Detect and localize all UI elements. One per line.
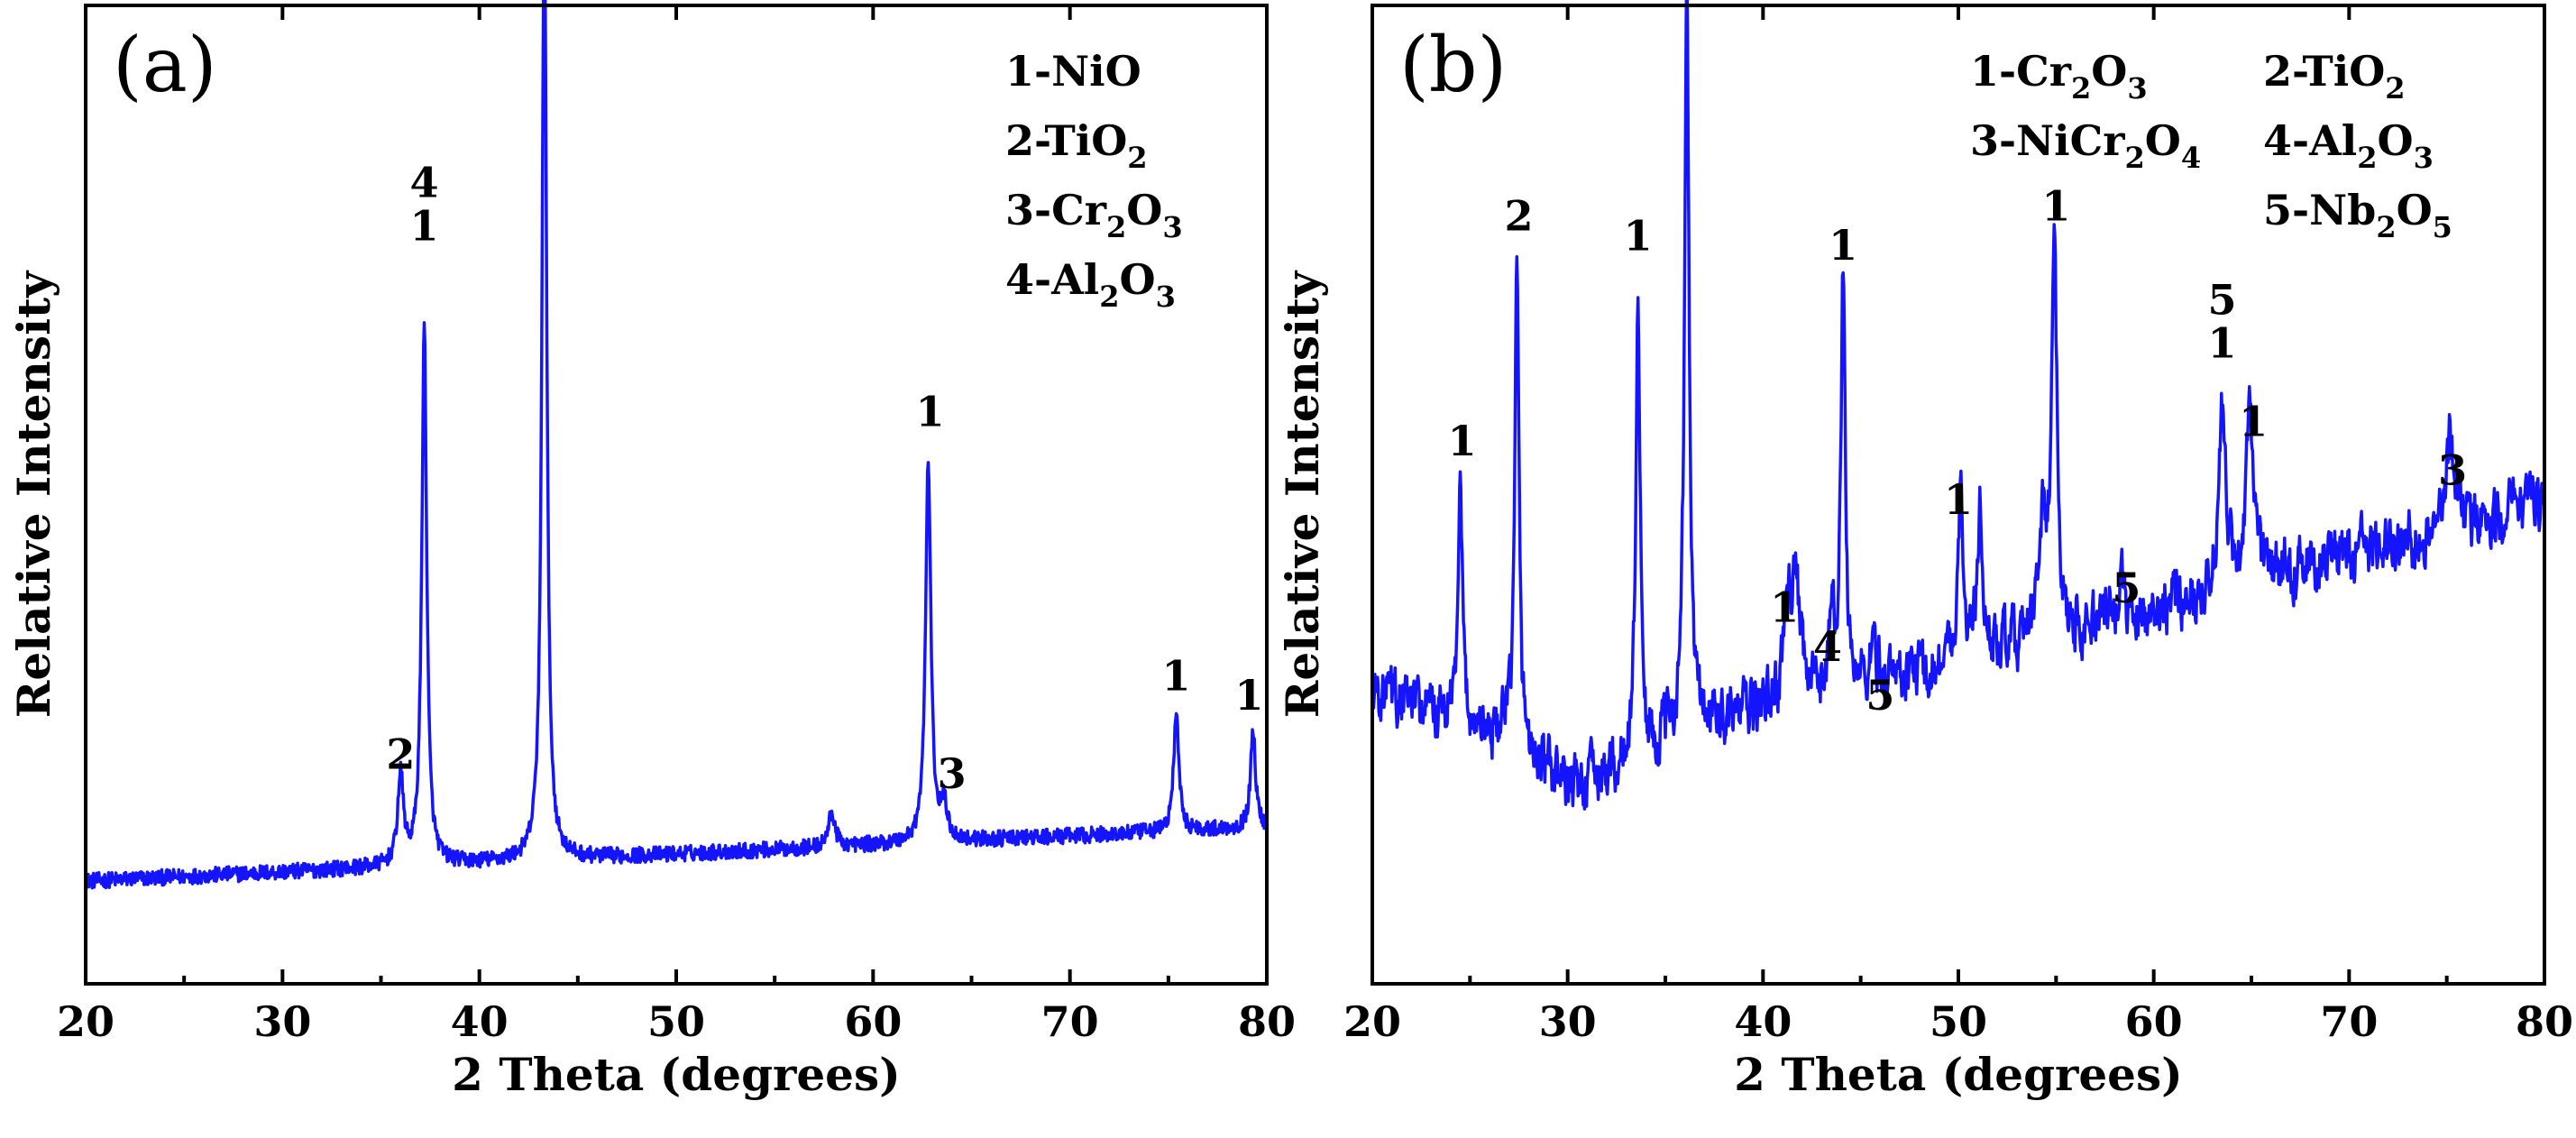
panel-a: 20 30 40 50 60 70 80 2 Theta (degrees) Relative … <box>7 0 1296 1101</box>
peak-label: 1 <box>2239 397 2268 445</box>
legend-formula-part: Nb <box>2309 186 2376 234</box>
legend-subscript: 3 <box>2127 71 2147 106</box>
legend-subscript: 3 <box>1162 210 1182 244</box>
peak-label: 1 <box>1162 652 1191 701</box>
legend-entry: 2-TiO2​ <box>2263 47 2406 106</box>
legend-prefix: 3- <box>1005 186 1051 234</box>
legend-prefix: 5- <box>2263 186 2309 234</box>
legend-entry: 3-NiCr2​O4​ <box>1970 116 2201 175</box>
peak-label: 1 <box>1829 221 1857 270</box>
x-tick-label: 80 <box>1238 997 1296 1046</box>
peak-label: 1 <box>410 201 439 250</box>
legend-entry: 2-TiO2​ <box>1005 116 1148 175</box>
legend-prefix: 4- <box>2263 116 2309 165</box>
x-tick-label: 70 <box>2320 997 2378 1046</box>
x-tick-label: 60 <box>2125 997 2183 1046</box>
legend-prefix: 1- <box>1005 47 1051 96</box>
x-tick-label: 30 <box>253 997 311 1046</box>
y-axis-title: Relative Intensity <box>7 270 60 718</box>
legend-subscript: 2 <box>1127 141 1147 175</box>
legend-formula-part: Al <box>2308 116 2357 165</box>
legend-subscript: 2 <box>2071 71 2091 106</box>
legend-formula-part: O <box>1120 255 1156 304</box>
legend-entry: 5-Nb2​O5​ <box>2263 186 2452 244</box>
legend-entry: 3-Cr2​O3​ <box>1005 186 1183 244</box>
legend-subscript: 5 <box>2433 210 2452 244</box>
legend-formula-part: O <box>2091 47 2127 96</box>
legend-subscript: 3 <box>2414 141 2434 175</box>
legend-subscript: 2 <box>2376 210 2396 244</box>
peak-label: 1 <box>1234 671 1263 720</box>
x-tick-label: 20 <box>57 997 115 1046</box>
peak-label: 1 <box>1448 417 1477 465</box>
x-axis-title: 2 Theta (degrees) <box>452 1048 901 1101</box>
panel-label: (a) <box>113 21 217 109</box>
peak-label: 3 <box>2438 446 2467 495</box>
legend-subscript: 2 <box>2124 141 2144 175</box>
legend-formula-part: Cr <box>1051 186 1107 234</box>
peak-label: 1 <box>1624 211 1653 260</box>
x-tick-label: 20 <box>1343 997 1401 1046</box>
legend-formula-part: Cr <box>2016 47 2072 96</box>
legend-prefix: 3- <box>1970 116 2016 165</box>
legend-formula-part: O <box>2397 186 2433 234</box>
peak-label: 4 <box>410 158 439 206</box>
legend-entry: 4-Al2​O3​ <box>1005 255 1176 314</box>
panel-label: (b) <box>1399 21 1507 109</box>
y-axis-title: Relative Intensity <box>1276 270 1329 718</box>
x-tick-label: 40 <box>1734 997 1792 1046</box>
legend-subscript: 2 <box>2385 71 2405 106</box>
x-tick-label: 70 <box>1041 997 1099 1046</box>
legend-subscript: 2 <box>2357 141 2377 175</box>
legend-subscript: 2 <box>1099 280 1119 314</box>
legend-formula-part: TiO <box>1044 116 1127 165</box>
x-axis-title: 2 Theta (degrees) <box>1734 1048 2183 1101</box>
legend-formula-part: NiCr <box>2016 116 2125 165</box>
peak-label: 1 <box>916 388 945 436</box>
peak-label: 1 <box>2041 182 2070 231</box>
x-tick-label: 80 <box>2516 997 2573 1046</box>
peak-label: 3 <box>938 749 967 798</box>
peak-label: 1 <box>1944 475 1973 524</box>
peak-label: 5 <box>2112 564 2141 612</box>
legend-prefix: 1- <box>1970 47 2016 96</box>
legend-formula-part: TiO <box>2302 47 2385 96</box>
legend-prefix: 2- <box>2263 47 2307 96</box>
peak-label: 1 <box>2207 319 2236 368</box>
peak-label: 2 <box>1504 192 1533 241</box>
peak-label: 5 <box>2207 276 2236 325</box>
xrd-trace <box>1371 0 2546 811</box>
legend-formula-part: NiO <box>1051 47 1141 96</box>
x-tick-label: 30 <box>1539 997 1597 1046</box>
x-tick-label: 60 <box>844 997 902 1046</box>
legend-formula-part: Al <box>1050 255 1099 304</box>
legend-prefix: 4- <box>1005 255 1051 304</box>
x-tick-label: 50 <box>647 997 705 1046</box>
legend-subscript: 2 <box>1106 210 1126 244</box>
legend-subscript: 3 <box>1156 280 1176 314</box>
x-tick-label: 40 <box>451 997 509 1046</box>
legend-formula-part: O <box>1126 186 1162 234</box>
xrd-trace <box>84 0 1269 891</box>
peak-label: 5 <box>1866 671 1894 720</box>
legend-formula-part: O <box>2378 116 2414 165</box>
peak-label: 1 <box>1770 583 1799 632</box>
panel-b: 20 30 40 50 60 70 80 2 Theta (degrees) Relative … <box>1276 0 2573 1101</box>
legend-entry: 4-Al2​O3​ <box>2263 116 2434 175</box>
peak-label: 4 <box>1813 622 1842 671</box>
legend-prefix: 2- <box>1005 116 1050 165</box>
legend-subscript: 4 <box>2181 141 2201 175</box>
legend-formula-part: O <box>2145 116 2181 165</box>
legend-entry: 1-NiO <box>1005 47 1141 96</box>
x-tick-label: 50 <box>1930 997 1987 1046</box>
legend-entry: 1-Cr2​O3​ <box>1970 47 2148 106</box>
peak-label: 2 <box>386 730 415 778</box>
